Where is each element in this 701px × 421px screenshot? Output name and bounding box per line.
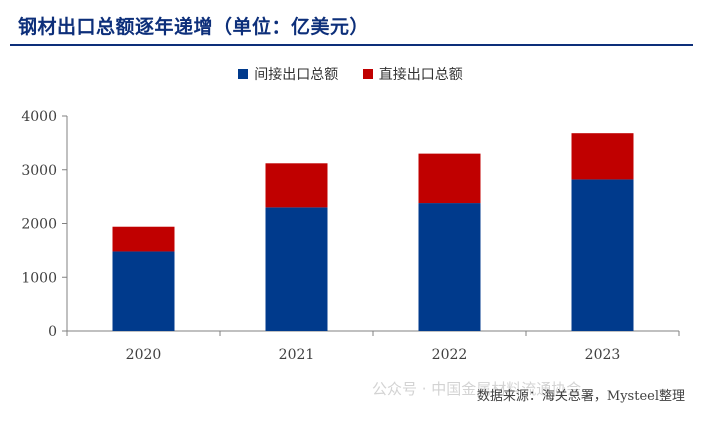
legend-swatch-indirect [238, 69, 249, 79]
legend-label-direct: 直接出口总额 [378, 67, 463, 83]
y-tick-label: 3000 [21, 163, 57, 179]
x-tick-label: 2020 [126, 347, 162, 363]
y-tick-label: 4000 [21, 109, 57, 125]
bar-indirect-2022 [418, 203, 481, 331]
chart-legend: 间接出口总额 直接出口总额 [0, 64, 701, 84]
chart-title: 钢材出口总额逐年递增（单位：亿美元） [18, 16, 370, 38]
bar-direct-2020 [112, 226, 175, 252]
x-tick-label: 2022 [432, 347, 468, 363]
y-tick-label: 2000 [21, 217, 57, 233]
legend-item-indirect: 间接出口总额 [238, 64, 338, 84]
bar-indirect-2020 [112, 251, 175, 331]
watermark: 公众号 · 中国金属材料流通协会 [372, 380, 582, 398]
bar-indirect-2023 [571, 179, 634, 331]
bar-direct-2023 [571, 133, 634, 180]
x-tick-label: 2021 [279, 347, 315, 363]
legend-swatch-direct [362, 69, 373, 79]
legend-item-direct: 直接出口总额 [362, 64, 463, 84]
bar-direct-2022 [418, 153, 481, 204]
x-tick-label: 2023 [585, 347, 621, 363]
y-tick-label: 1000 [21, 270, 57, 286]
legend-label-indirect: 间接出口总额 [254, 67, 339, 83]
bar-direct-2021 [265, 163, 328, 208]
y-tick-label: 0 [48, 324, 57, 340]
bar-indirect-2021 [265, 207, 328, 331]
title-underline [10, 44, 693, 46]
source-note: 数据来源：海关总署，Mysteel整理 [476, 389, 685, 404]
